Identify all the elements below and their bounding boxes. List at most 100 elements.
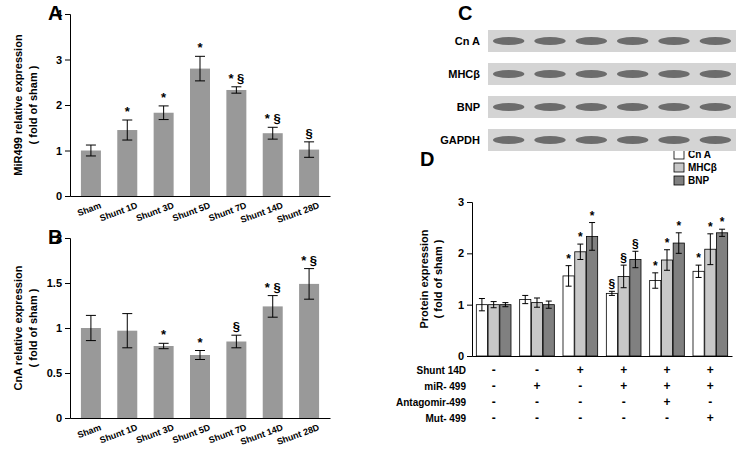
panel-label: C (458, 2, 472, 24)
significance-label: * § (265, 280, 281, 295)
error-bar (479, 299, 485, 311)
legend-label: MHCβ (688, 162, 717, 173)
error-line (272, 127, 273, 139)
error-cap (86, 155, 96, 156)
condition-symbol: - (708, 395, 712, 409)
blot-band (658, 136, 689, 144)
error-line (722, 229, 723, 236)
error-cap (159, 105, 169, 106)
significance-label: * (590, 209, 595, 223)
y-tick-label: 1 (458, 299, 464, 311)
error-line (90, 315, 91, 340)
error-cap (491, 301, 497, 302)
condition-symbol: - (492, 363, 496, 377)
legend-item: MHCβ (674, 162, 717, 173)
error-cap (268, 317, 278, 318)
error-cap (534, 297, 540, 298)
bar (81, 151, 101, 197)
significance-label: * (197, 335, 203, 350)
y-tick-mark (65, 283, 70, 284)
condition-symbol: - (622, 411, 626, 425)
error-cap (589, 250, 595, 251)
blot-band (617, 37, 648, 45)
error-bar (304, 142, 314, 157)
y-axis-title: Protein expression (418, 229, 430, 328)
bar (563, 276, 574, 356)
y-tick: 0 (458, 350, 472, 362)
significance-label: * (720, 215, 725, 229)
blot-band (534, 70, 565, 78)
blot-band (493, 37, 524, 45)
y-axis-line (467, 203, 473, 357)
error-line (236, 87, 237, 93)
blot-label: MHCβ (448, 68, 480, 80)
error-line (236, 335, 237, 348)
error-cap (86, 315, 96, 316)
error-line (505, 303, 506, 307)
condition-symbol: - (578, 411, 582, 425)
error-bar (676, 233, 682, 254)
error-line (309, 142, 310, 157)
blot-band (658, 103, 689, 111)
error-line (163, 106, 164, 120)
y-axis-title: CnA relative expression (12, 265, 24, 390)
significance-label: § (620, 251, 627, 265)
error-bar (159, 106, 169, 120)
error-cap (268, 295, 278, 296)
error-cap (231, 86, 241, 87)
condition-symbol: + (663, 363, 670, 377)
error-line (568, 266, 569, 287)
y-tick-label: 0 (458, 350, 464, 362)
bar-series (500, 233, 728, 356)
bar (500, 305, 511, 356)
bar (263, 306, 283, 418)
condition-symbol: + (707, 379, 714, 393)
error-cap (676, 253, 682, 254)
x-axis: ShamShunt 1DShunt 3DShunt 5DShunt 7DShun… (71, 197, 331, 225)
bar (190, 69, 210, 196)
condition-symbol: - (665, 411, 669, 425)
blot-band (493, 70, 524, 78)
significance-label: * (578, 230, 583, 244)
error-bar (577, 244, 583, 259)
condition-symbol: + (663, 395, 670, 409)
error-line (623, 265, 624, 288)
bar (693, 271, 704, 356)
condition-symbol: - (492, 411, 496, 425)
significance-label: § (609, 277, 616, 291)
error-line (592, 223, 593, 251)
error-bar (502, 303, 508, 307)
y-tick-mark (65, 418, 70, 419)
x-tick-label: Shunt 5D (171, 200, 212, 223)
blot-strip (488, 30, 736, 52)
error-line (272, 296, 273, 318)
legend: Cn AMHCβBNP (674, 149, 717, 186)
y-tick-label: 1 (56, 322, 62, 334)
error-cap (652, 288, 658, 289)
error-cap (231, 335, 241, 336)
error-cap (122, 347, 132, 348)
y-tick-label: 0 (56, 412, 62, 424)
y-tick: 1 (458, 299, 472, 311)
condition-label: miR- 499 (424, 381, 466, 392)
significance-label: * (161, 90, 167, 105)
condition-symbol: - (492, 395, 496, 409)
y-tick: 1 (56, 145, 70, 157)
blot-label: BNP (457, 101, 480, 113)
condition-symbol: - (535, 395, 539, 409)
y-axis-title: ( fold of sham ) (27, 65, 39, 144)
error-line (127, 120, 128, 140)
error-line (611, 291, 612, 295)
error-cap (609, 295, 615, 296)
blot-band (700, 136, 731, 144)
condition-symbol: + (707, 411, 714, 425)
bar (705, 249, 716, 356)
y-tick: 3 (458, 196, 472, 208)
y-axis-title: MiR499 relative expression (12, 34, 24, 176)
significance-label: * (653, 259, 658, 273)
error-bar (491, 302, 497, 308)
error-cap (231, 347, 241, 348)
y-tick-label: 1 (56, 145, 62, 157)
error-cap (159, 343, 169, 344)
bar (543, 305, 554, 356)
